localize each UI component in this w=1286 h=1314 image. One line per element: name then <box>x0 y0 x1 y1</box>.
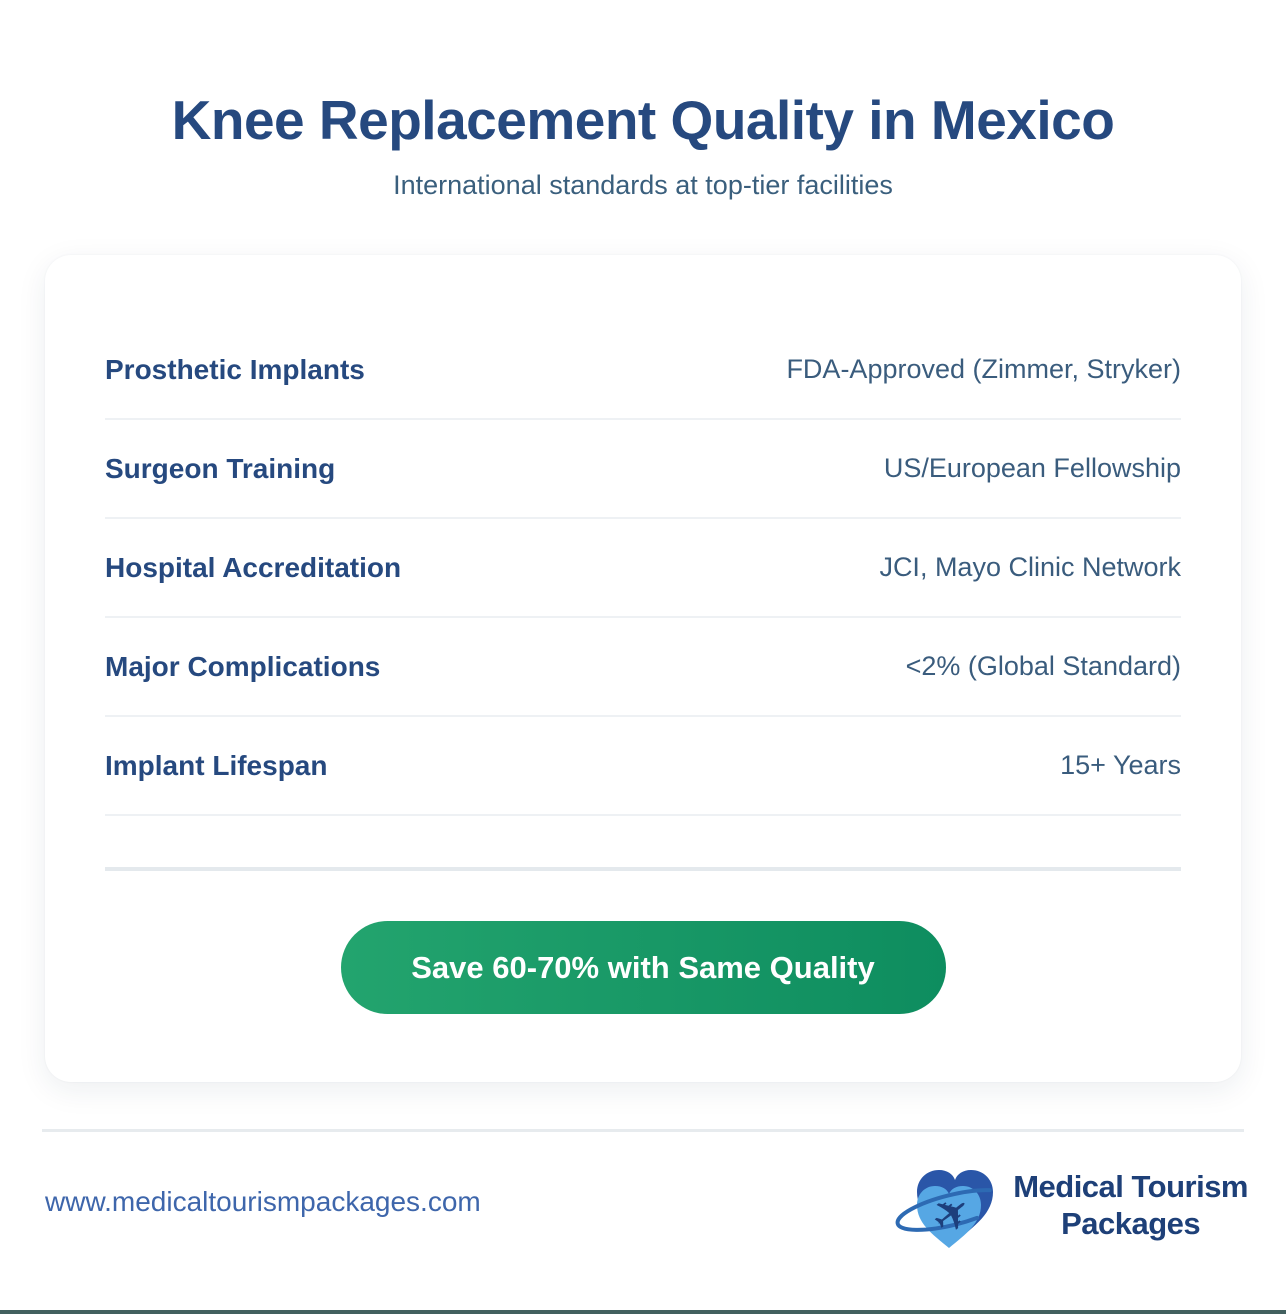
table-row: Hospital Accreditation JCI, Mayo Clinic … <box>105 519 1181 618</box>
page-title: Knee Replacement Quality in Mexico <box>171 89 1115 151</box>
table-row: Surgeon Training US/European Fellowship <box>105 420 1181 519</box>
section-divider <box>105 816 1181 871</box>
brand-name-line2: Packages <box>1061 1206 1201 1241</box>
table-row: Prosthetic Implants FDA-Approved (Zimmer… <box>105 321 1181 420</box>
row-value: 15+ Years <box>1060 750 1181 780</box>
row-value: JCI, Mayo Clinic Network <box>879 552 1181 582</box>
row-label: Prosthetic Implants <box>105 353 365 385</box>
row-value: US/European Fellowship <box>883 453 1181 483</box>
bottom-accent-bar <box>0 1310 1286 1314</box>
row-value: FDA-Approved (Zimmer, Stryker) <box>786 354 1181 384</box>
row-value: <2% (Global Standard) <box>905 651 1181 681</box>
quality-rows: Prosthetic Implants FDA-Approved (Zimmer… <box>45 255 1241 871</box>
quality-card: Prosthetic Implants FDA-Approved (Zimmer… <box>45 255 1241 1082</box>
brand-logo: ✈ Medical Tourism Packages <box>893 1146 1248 1264</box>
table-row: Major Complications <2% (Global Standard… <box>105 618 1181 717</box>
website-link[interactable]: www.medicaltourismpackages.com <box>45 1186 481 1217</box>
save-cta-button[interactable]: Save 60-70% with Same Quality <box>340 921 946 1014</box>
row-label: Surgeon Training <box>105 452 336 484</box>
row-label: Hospital Accreditation <box>105 551 402 583</box>
footer-divider <box>42 1129 1244 1132</box>
row-label: Implant Lifespan <box>105 749 328 781</box>
page-subtitle: International standards at top-tier faci… <box>393 170 893 200</box>
brand-name-line1: Medical Tourism <box>1013 1169 1248 1204</box>
table-row: Implant Lifespan 15+ Years <box>105 717 1181 816</box>
brand-name: Medical Tourism Packages <box>1013 1168 1248 1242</box>
row-label: Major Complications <box>105 650 381 682</box>
heart-plane-logo-icon: ✈ <box>893 1146 1011 1264</box>
